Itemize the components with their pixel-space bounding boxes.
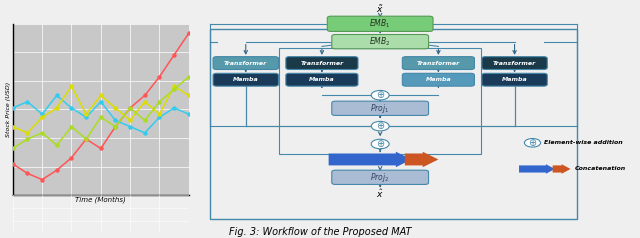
- Text: Fig. 3: Workflow of the Proposed MAT: Fig. 3: Workflow of the Proposed MAT: [228, 227, 412, 237]
- Text: Mamba: Mamba: [502, 77, 527, 82]
- FancyArrow shape: [329, 152, 412, 167]
- Text: Mamba: Mamba: [426, 77, 451, 82]
- X-axis label: Time (Months): Time (Months): [76, 197, 126, 203]
- Text: Transformer: Transformer: [300, 60, 344, 66]
- FancyBboxPatch shape: [286, 73, 358, 86]
- Circle shape: [524, 139, 541, 147]
- Text: $EMB_2$: $EMB_2$: [369, 35, 391, 48]
- Circle shape: [371, 121, 389, 131]
- Text: $\tilde{x}$: $\tilde{x}$: [376, 4, 384, 15]
- FancyBboxPatch shape: [482, 73, 547, 86]
- Text: $Proj_2$: $Proj_2$: [371, 171, 390, 184]
- FancyBboxPatch shape: [286, 57, 358, 69]
- FancyBboxPatch shape: [327, 16, 433, 31]
- Text: ⊕: ⊕: [376, 121, 384, 131]
- FancyBboxPatch shape: [332, 35, 429, 49]
- Bar: [210, 29, 577, 219]
- Text: ⊕: ⊕: [529, 138, 536, 148]
- Text: Transformer: Transformer: [417, 60, 460, 66]
- FancyBboxPatch shape: [403, 57, 474, 69]
- FancyArrow shape: [519, 164, 555, 174]
- Y-axis label: Stock Price (USD): Stock Price (USD): [6, 82, 12, 137]
- Text: Element-wise addition: Element-wise addition: [544, 140, 623, 145]
- Text: Concatenation: Concatenation: [575, 166, 627, 172]
- FancyBboxPatch shape: [403, 73, 474, 86]
- Circle shape: [371, 139, 389, 149]
- Text: Transformer: Transformer: [493, 60, 536, 66]
- Text: $\hat{x}$: $\hat{x}$: [376, 188, 384, 200]
- Bar: [280, 48, 481, 154]
- FancyBboxPatch shape: [213, 57, 278, 69]
- Text: ⊕: ⊕: [376, 90, 384, 100]
- Text: Mamba: Mamba: [233, 77, 259, 82]
- FancyBboxPatch shape: [332, 101, 429, 115]
- Text: Mamba: Mamba: [309, 77, 335, 82]
- Text: $Proj_1$: $Proj_1$: [371, 102, 390, 115]
- FancyArrow shape: [553, 164, 571, 174]
- FancyBboxPatch shape: [213, 73, 278, 86]
- Text: ⊕: ⊕: [376, 139, 384, 149]
- FancyBboxPatch shape: [482, 57, 547, 69]
- Text: $EMB_1$: $EMB_1$: [369, 18, 391, 30]
- Circle shape: [371, 90, 389, 100]
- FancyArrow shape: [404, 152, 438, 167]
- FancyBboxPatch shape: [332, 170, 429, 184]
- Text: Transformer: Transformer: [224, 60, 268, 66]
